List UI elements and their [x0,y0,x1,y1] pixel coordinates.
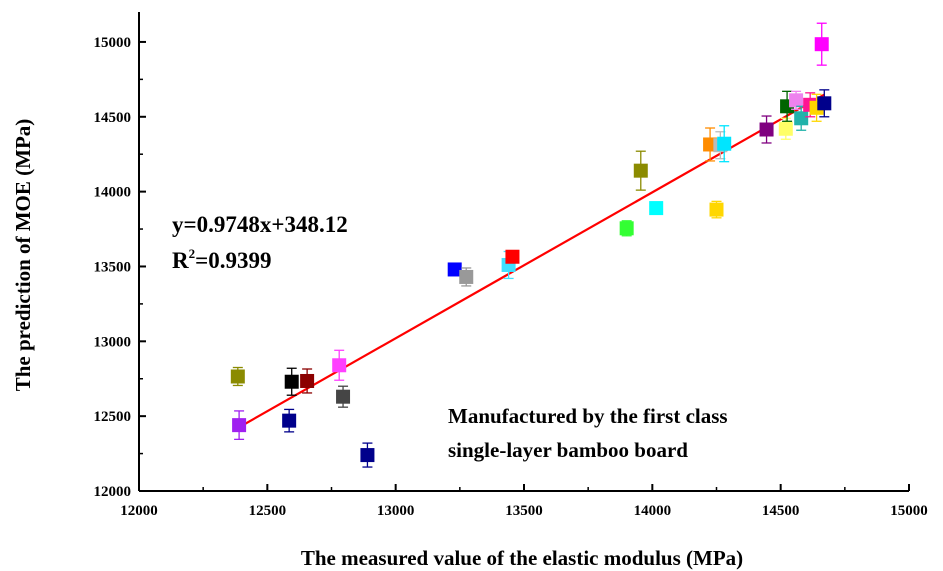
y-tick-label: 14500 [94,110,132,126]
point-marker [717,136,732,151]
regression-line [238,93,825,429]
point-marker [619,221,634,236]
data-point [332,349,347,381]
data-point [619,220,634,237]
x-tick-label: 12000 [120,503,158,519]
data-point [505,249,520,264]
data-point [789,90,804,110]
data-point [232,410,247,441]
data-point [459,267,474,287]
point-marker [505,249,520,264]
data-point [817,89,832,118]
point-marker [794,111,809,126]
x-tick-label: 12500 [249,503,287,519]
data-point [447,262,462,277]
data-point [717,125,732,163]
y-tick-label: 14000 [94,185,132,201]
data-point [709,200,724,219]
x-tick-label: 15000 [890,503,928,519]
point-marker [814,37,829,52]
note-line-2: single-layer bamboo board [448,438,688,462]
data-point [284,367,299,396]
y-tick-label: 13500 [94,259,132,275]
point-marker [282,413,297,428]
point-marker [759,122,774,137]
equation-text: y=0.9748x+348.12 [172,212,348,237]
data-point [360,442,375,468]
point-marker [300,373,315,388]
y-tick-label: 15000 [94,35,132,51]
data-point [336,385,351,408]
point-marker [232,418,247,433]
r-squared-superscript: 2 [189,246,196,261]
point-marker [789,93,804,108]
data-point [633,150,648,191]
data-point [649,201,664,216]
point-marker [709,202,724,217]
data-point [794,105,809,131]
data-point [300,368,315,394]
point-marker [332,358,347,373]
point-marker [817,96,832,111]
point-marker [447,262,462,277]
fit-line-group [238,93,825,429]
x-tick-label: 13500 [505,503,543,519]
point-marker [778,121,793,136]
data-point [282,408,297,433]
x-tick-label: 14000 [634,503,672,519]
r-squared-value: =0.9399 [195,248,271,273]
data-point [759,115,774,144]
point-marker [230,369,245,384]
point-marker [459,269,474,284]
point-marker [633,163,648,178]
r-squared-prefix: R [172,248,189,273]
y-tick-label: 12000 [94,484,132,500]
y-tick-label: 13000 [94,334,132,350]
x-tick-label: 13000 [377,503,415,519]
data-point [814,22,829,66]
y-tick-label: 12500 [94,409,132,425]
point-marker [649,201,664,216]
x-axis-label: The measured value of the elastic modulu… [301,546,743,570]
data-point [230,366,245,387]
point-marker [336,389,351,404]
axes: 12000 12500 13000 13500 14000 14500 15000 12000… [94,12,928,519]
note-line-1: Manufactured by the first class [448,404,728,428]
point-marker [360,448,375,463]
r-squared-text: R2=0.9399 [172,246,271,273]
y-axis-label: The prediction of MOE (MPa) [11,119,35,392]
point-marker [284,374,299,389]
data-points [230,22,832,468]
x-tick-label: 14500 [762,503,800,519]
